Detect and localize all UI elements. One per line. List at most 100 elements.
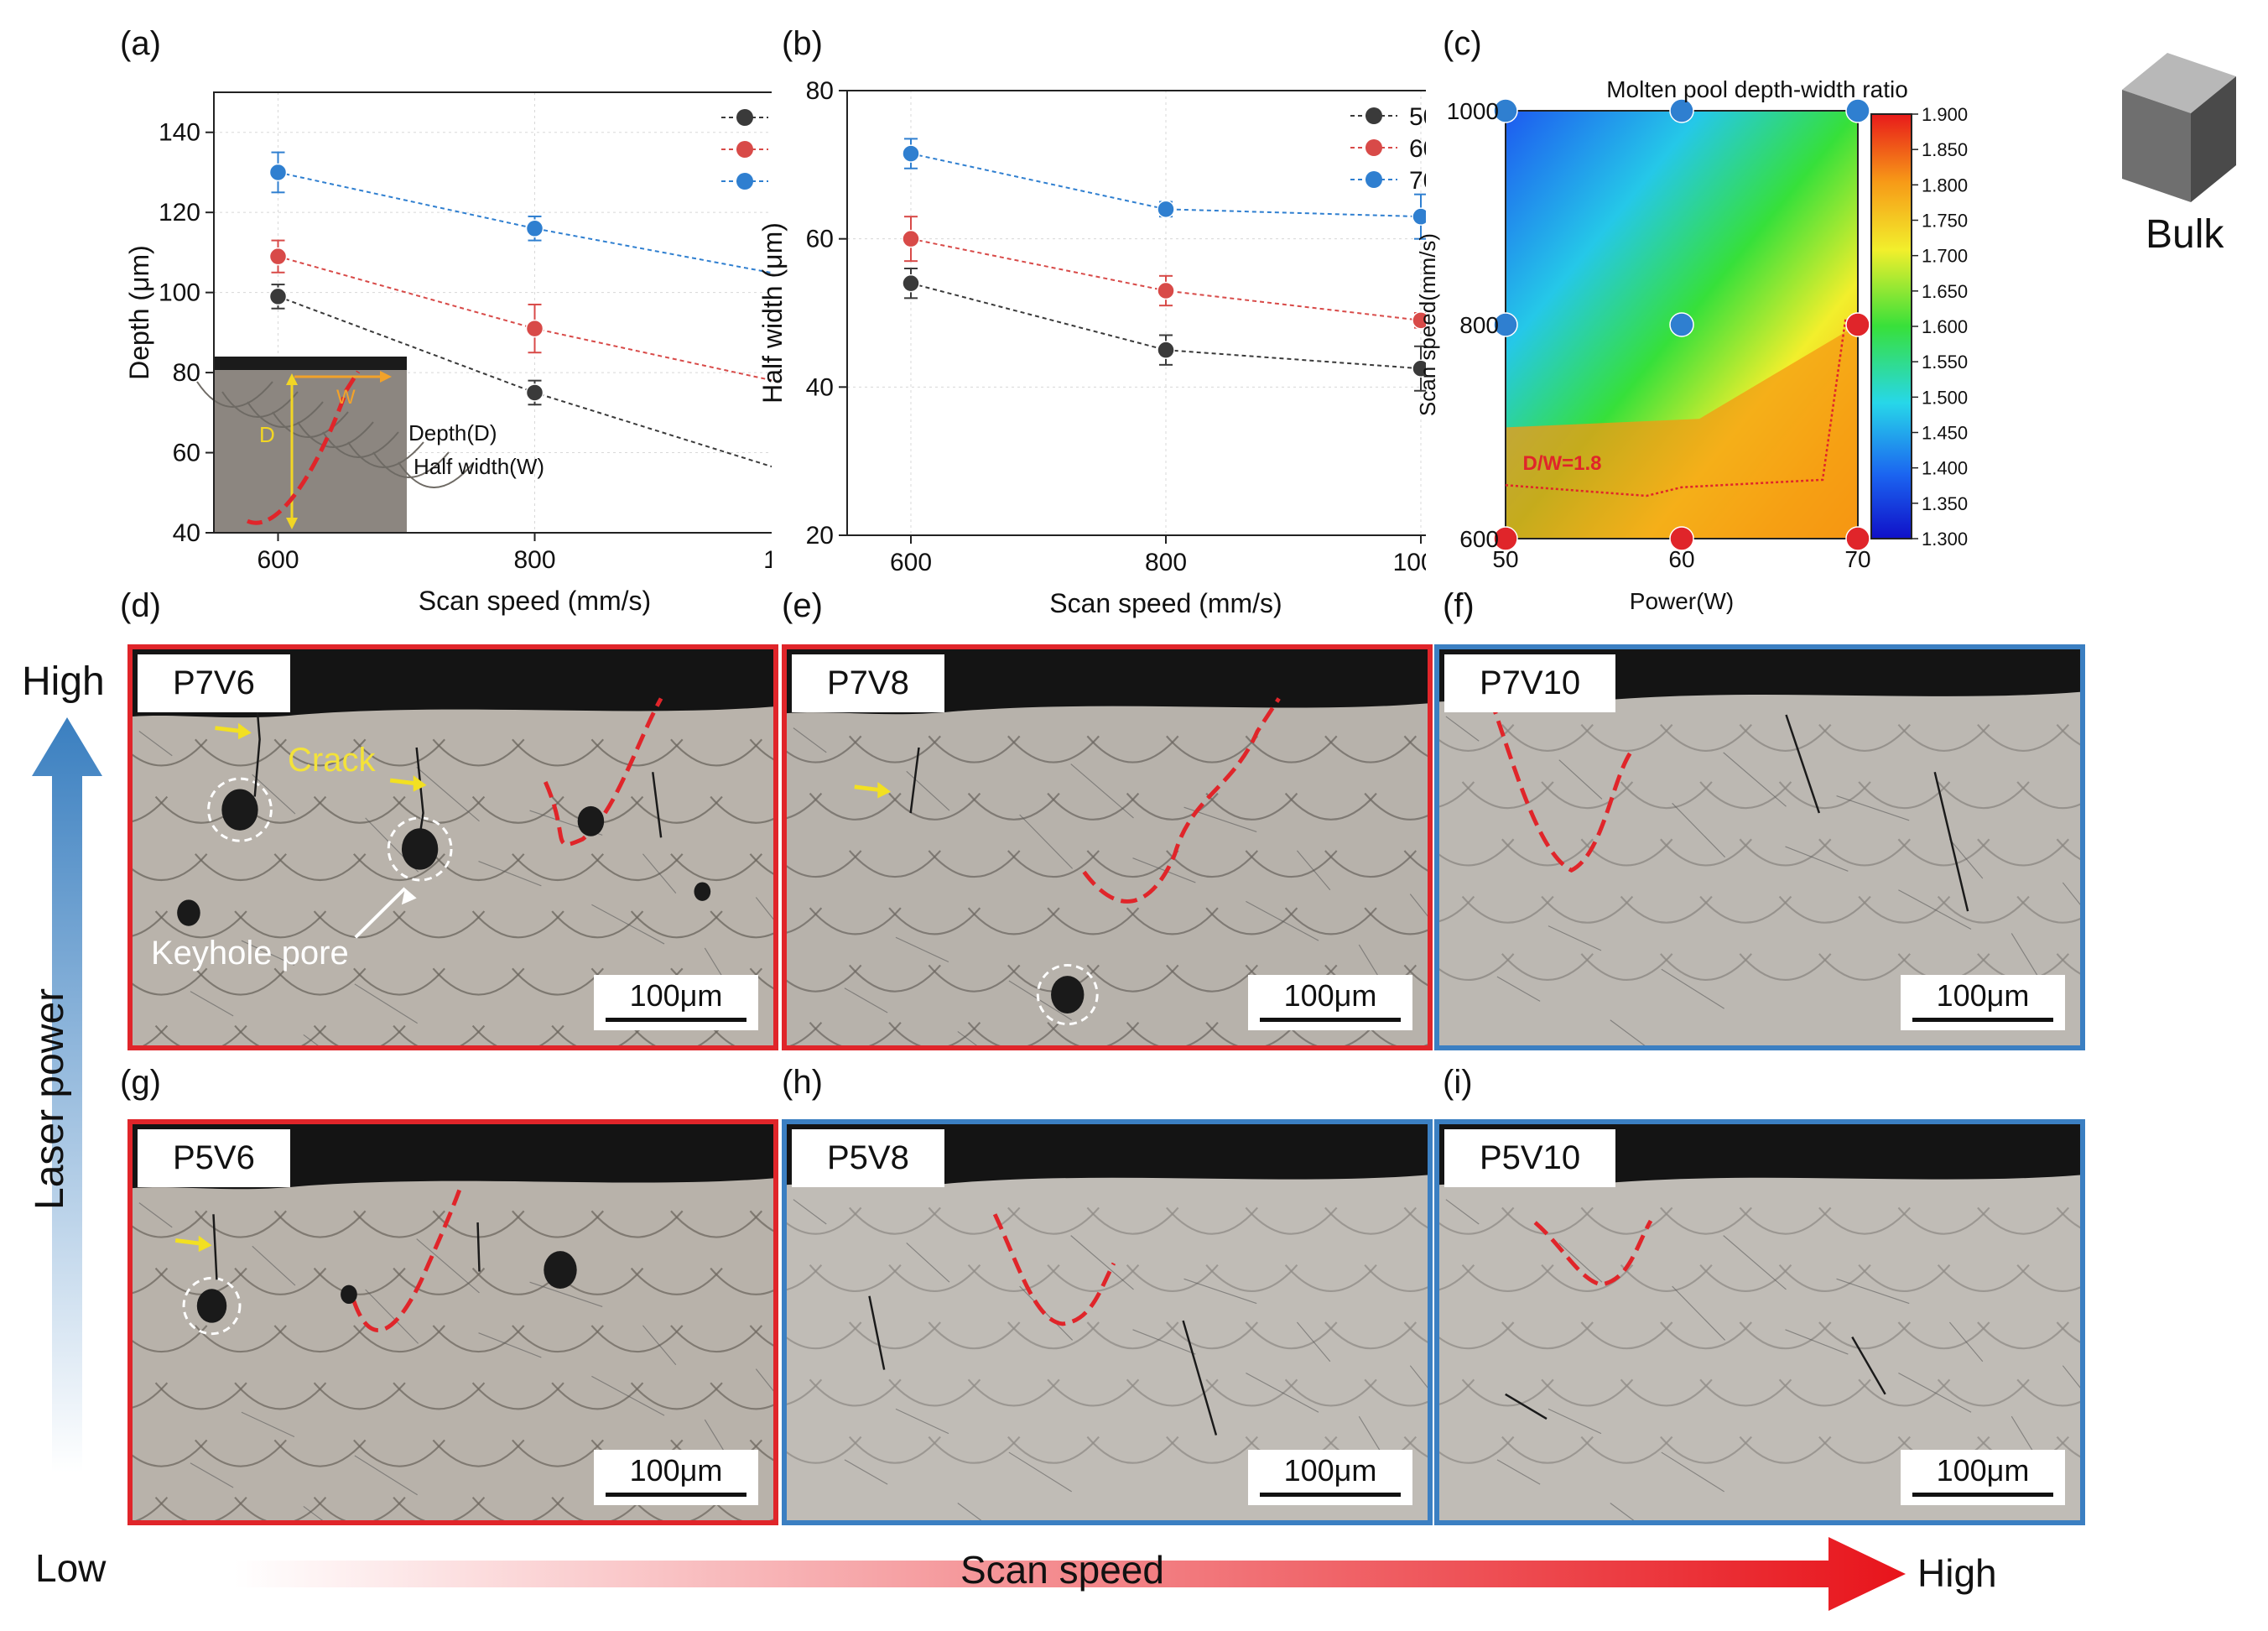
- melt-track-arc: [1086, 850, 1179, 878]
- melt-track-arc: [1897, 1321, 1990, 1350]
- melt-track-arc: [195, 967, 287, 996]
- y-tick-label: 80: [806, 77, 834, 105]
- melt-track-arc: [630, 910, 723, 939]
- chart-title: Molten pool depth-width ratio: [1606, 76, 1908, 102]
- melt-track-arc: [1620, 1378, 1713, 1407]
- micrograph-p7v8: P7V8 100μm: [782, 644, 1433, 1050]
- scratch-mark: [1785, 846, 1849, 872]
- x-axis-label: Scan speed (mm/s): [419, 586, 651, 616]
- high-ratio-region: [1506, 325, 1858, 539]
- melt-track-arc: [1580, 1321, 1673, 1350]
- melt-track-arc: [353, 738, 445, 767]
- melt-track-arc: [432, 1325, 525, 1352]
- melt-track-arc: [1818, 838, 1912, 867]
- melt-track-arc: [1660, 1436, 1752, 1464]
- legend-label: 70W: [1409, 167, 1426, 195]
- panel-label-g: (g): [120, 1064, 161, 1101]
- melt-track-arc: [928, 1321, 1021, 1350]
- panel-label-a: (a): [120, 25, 161, 62]
- melt-track-arc: [353, 1439, 445, 1467]
- melt-track-arc: [1937, 895, 2030, 924]
- crack-arrow-head: [877, 781, 892, 799]
- colorbar-tick-label: 1.450: [1922, 423, 1968, 444]
- melt-track-arc: [710, 1382, 773, 1410]
- scratch-mark: [1246, 1372, 1319, 1413]
- melt-track-arc: [1501, 1321, 1594, 1350]
- colorbar-tick-label: 1.400: [1922, 458, 1968, 479]
- melt-track-arc: [195, 1325, 287, 1352]
- melt-track-arc: [2056, 1206, 2080, 1229]
- melt-track-arc: [154, 910, 247, 939]
- melt-track-arc: [1897, 838, 1990, 867]
- melt-track-arc: [1778, 1378, 1871, 1407]
- scratch-mark: [906, 770, 950, 811]
- y-tick-label: 800: [1459, 312, 1499, 338]
- melt-track-arc: [1403, 735, 1428, 758]
- point-blue: [1493, 98, 1518, 123]
- melt-track-arc: [630, 1496, 723, 1520]
- melt-track-arc: [670, 853, 763, 881]
- melt-track-arc: [234, 1267, 327, 1295]
- micrograph-p5v6: P5V6 100μm: [127, 1119, 778, 1525]
- melt-track-arc: [1364, 907, 1428, 935]
- melt-track-arc: [1126, 1021, 1219, 1045]
- melt-track-arc: [1047, 792, 1140, 821]
- inset-texture: [347, 441, 424, 468]
- crack-arrow-head: [238, 722, 252, 740]
- scratch-mark: [591, 904, 665, 945]
- legend-marker: [736, 109, 753, 126]
- scan-speed-low-label: Low: [35, 1546, 107, 1590]
- scratch-mark: [416, 1238, 480, 1294]
- melt-track-arc: [1897, 724, 1990, 752]
- melt-track-arc: [967, 1021, 1060, 1045]
- melt-track-arc: [849, 850, 941, 878]
- data-point-60W: [268, 247, 288, 266]
- scratch-mark: [1723, 1235, 1787, 1290]
- laser-power-high-label: High: [22, 659, 105, 704]
- panel-label-e: (e): [782, 587, 823, 624]
- melt-track-arc: [2016, 1264, 2080, 1292]
- melt-track-arc: [1501, 838, 1594, 867]
- melt-track-arc: [234, 1496, 327, 1520]
- scratch-mark: [1723, 752, 1787, 807]
- melt-track-arc: [630, 1382, 723, 1410]
- melt-track-arc: [1699, 1264, 1792, 1292]
- scratch-mark: [1836, 1278, 1910, 1305]
- melt-track-arc: [1439, 1206, 1515, 1235]
- melt-track-arc: [1439, 1436, 1515, 1464]
- scale-bar: 100μm: [1901, 975, 2065, 1030]
- scratch-mark: [1661, 1451, 1724, 1493]
- melt-track-arc: [1580, 724, 1673, 752]
- melt-track-arc: [1403, 1206, 1428, 1229]
- keyhole-pore: [196, 1289, 227, 1323]
- crack-arrow: [389, 778, 417, 786]
- melt-track-arc: [1897, 1206, 1990, 1235]
- melt-track-arc: [313, 1496, 406, 1520]
- melt-track-arc: [1284, 1021, 1377, 1045]
- melt-track-arc: [133, 738, 208, 767]
- y-axis-label: Depth (μm): [124, 245, 154, 380]
- inset-d-label: D: [259, 422, 275, 447]
- melt-track-arc: [1166, 1206, 1259, 1235]
- crack-arrow-head: [413, 775, 427, 792]
- scan-speed-label: Scan speed: [960, 1548, 1164, 1592]
- melt-track-arc: [2056, 838, 2080, 860]
- melt-track-arc: [313, 1024, 406, 1045]
- melt-track-arc: [313, 795, 406, 824]
- melt-track-arc: [809, 1378, 902, 1407]
- scratch-mark: [1132, 1329, 1196, 1355]
- melt-track-arc: [393, 1024, 486, 1045]
- colorbar-tick-label: 1.550: [1922, 352, 1968, 373]
- scratch-mark: [844, 987, 888, 1014]
- melt-track-arc: [1739, 1436, 1832, 1464]
- melt-track-arc: [1778, 781, 1871, 810]
- melt-pool-boundary: [1533, 1219, 1653, 1287]
- data-point-70W: [525, 219, 544, 238]
- melt-track-arc: [2056, 1321, 2080, 1343]
- point-red: [1669, 526, 1694, 551]
- scratch-mark: [1672, 1285, 1726, 1341]
- keyhole-pore: [1051, 976, 1085, 1014]
- scratch-mark: [1836, 795, 1910, 821]
- melt-track-arc: [313, 910, 406, 939]
